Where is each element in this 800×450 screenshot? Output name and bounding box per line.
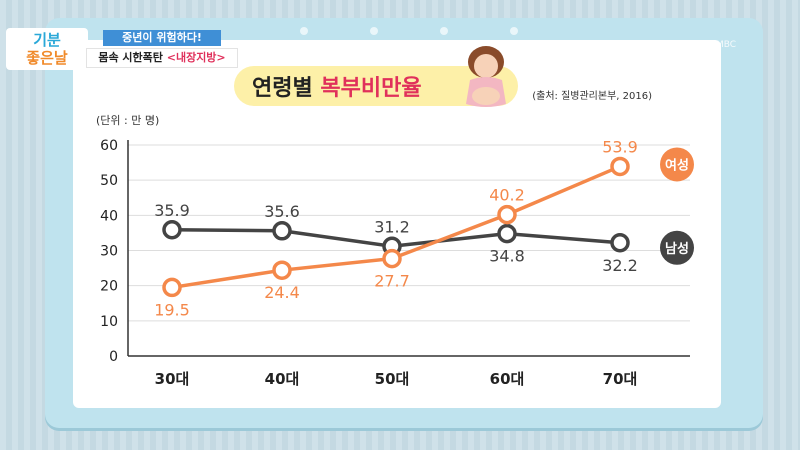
data-point bbox=[610, 156, 630, 177]
board-rivet bbox=[510, 27, 518, 35]
show-logo: 기분 좋은날 bbox=[6, 28, 88, 70]
x-tick-label: 30대 bbox=[155, 370, 190, 388]
data-label: 24.4 bbox=[264, 283, 300, 302]
y-tick-label: 0 bbox=[109, 349, 118, 365]
data-point bbox=[382, 248, 402, 269]
data-point bbox=[272, 260, 292, 280]
source-note: (출처: 질병관리본부, 2016) bbox=[532, 90, 652, 102]
unit-label: (단위 : 만 명) bbox=[96, 114, 159, 127]
data-label: 27.7 bbox=[374, 272, 410, 291]
data-point bbox=[610, 233, 630, 253]
data-point bbox=[162, 220, 182, 240]
caption-bottom-highlight: <내장지방> bbox=[166, 51, 226, 64]
woman-holding-belly-illustration bbox=[466, 46, 506, 107]
data-label: 40.2 bbox=[489, 186, 525, 205]
chart-title: 연령별 복부비만율 bbox=[252, 76, 422, 101]
data-point bbox=[497, 223, 517, 244]
x-tick-label: 60대 bbox=[490, 370, 525, 388]
data-label: 53.9 bbox=[602, 137, 638, 156]
series-badges: 남성 여성 bbox=[660, 147, 694, 265]
series-badge-label: 남성 bbox=[665, 241, 689, 257]
data-point bbox=[497, 204, 517, 225]
y-tick-label: 10 bbox=[100, 314, 118, 330]
title-band bbox=[234, 66, 518, 106]
data-labels: 35.9 35.6 31.2 34.8 32.2 19.5 24.4 27.7 40.2 53.9 bbox=[154, 137, 638, 319]
data-label: 19.5 bbox=[154, 300, 190, 319]
chart-title-prefix: 연령별 bbox=[252, 76, 320, 101]
y-tick-label: 30 bbox=[100, 244, 118, 260]
series-points bbox=[162, 156, 630, 298]
program-caption: 중년이 위험하다! 몸속 시한폭탄 <내장지방> bbox=[86, 30, 238, 68]
data-label: 32.2 bbox=[602, 256, 638, 275]
y-axis-ticks: 0 10 20 30 40 50 60 bbox=[100, 138, 118, 365]
caption-bottom-prefix: 몸속 시한폭탄 bbox=[98, 51, 167, 64]
x-tick-label: 40대 bbox=[265, 370, 300, 388]
data-label: 35.6 bbox=[264, 202, 300, 221]
y-tick-label: 60 bbox=[100, 138, 118, 154]
data-point bbox=[272, 221, 292, 241]
board-rivet bbox=[300, 27, 308, 35]
series-badge bbox=[660, 147, 694, 182]
x-tick-label: 50대 bbox=[375, 370, 410, 388]
caption-bottom: 몸속 시한폭탄 <내장지방> bbox=[86, 48, 238, 68]
y-tick-label: 40 bbox=[100, 208, 118, 224]
x-axis-ticks: 30대 40대 50대 60대 70대 bbox=[155, 370, 638, 388]
data-point bbox=[162, 277, 182, 298]
series-badge bbox=[660, 230, 694, 265]
series-badge-label: 여성 bbox=[665, 157, 689, 173]
data-label: 34.8 bbox=[489, 247, 525, 266]
broadcaster-watermark: MBC bbox=[716, 40, 737, 50]
gridlines bbox=[127, 140, 690, 357]
caption-top: 중년이 위험하다! bbox=[103, 30, 221, 46]
y-tick-label: 50 bbox=[100, 173, 118, 189]
data-label: 35.9 bbox=[154, 201, 190, 220]
x-tick-label: 70대 bbox=[603, 370, 638, 388]
data-label: 31.2 bbox=[374, 217, 410, 236]
logo-line2: 좋은날 bbox=[26, 49, 68, 67]
y-tick-label: 20 bbox=[100, 279, 118, 295]
board-rivet bbox=[440, 27, 448, 35]
board-rivet bbox=[370, 27, 378, 35]
logo-line1: 기분 bbox=[33, 31, 61, 49]
chart-title-highlight: 복부비만율 bbox=[320, 76, 421, 101]
